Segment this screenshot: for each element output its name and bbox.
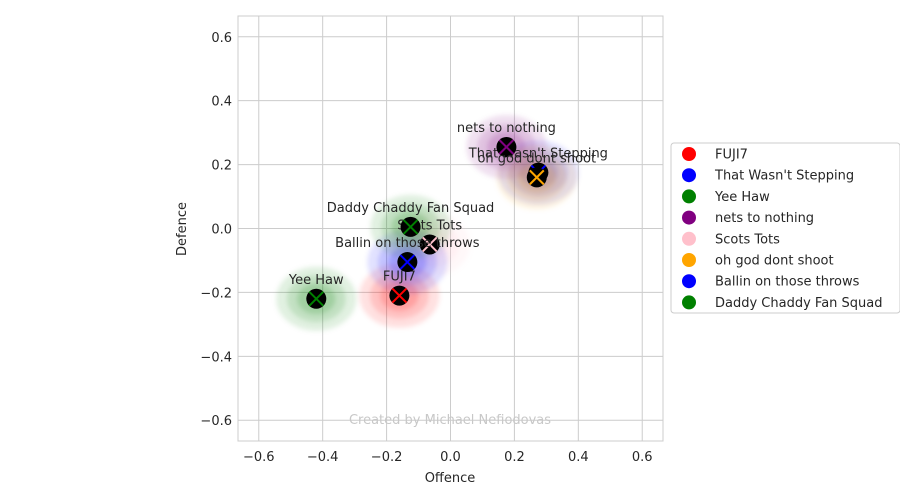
x-tick-label: −0.2 <box>371 450 403 465</box>
ticks: −0.6 −0.4 −0.2 0.0 0.2 0.4 0.6 −0.6 −0.4 −0.2 0.0 0… <box>200 31 652 465</box>
x-axis-label: Offence <box>425 471 476 486</box>
y-tick-label: −0.6 <box>200 414 232 429</box>
legend-entry: oh god dont shoot <box>715 254 834 269</box>
x-tick-label: 0.0 <box>440 450 461 465</box>
legend-marker <box>682 295 696 310</box>
y-tick-label: 0.0 <box>211 223 232 238</box>
y-tick-label: 0.6 <box>211 31 232 46</box>
legend-frame <box>670 142 900 314</box>
legend-entry: Scots Tots <box>715 232 780 247</box>
legend-marker <box>682 274 696 289</box>
legend-entry: Ballin on those throws <box>715 275 860 290</box>
point-cross <box>529 169 545 186</box>
watermark: Created by Michael Nefiodovas <box>349 413 551 428</box>
y-tick-label: 0.2 <box>211 159 232 174</box>
x-tick-label: 0.4 <box>568 450 589 465</box>
legend-entry: Yee Haw <box>714 190 770 205</box>
legend: FUJI7 That Wasn't Stepping Yee Haw nets to … <box>670 142 900 314</box>
x-tick-label: 0.2 <box>504 450 525 465</box>
legend-entry: That Wasn't Stepping <box>714 169 854 184</box>
point-label: nets to nothing <box>457 121 556 136</box>
x-tick-label: −0.6 <box>243 450 275 465</box>
x-tick-label: −0.4 <box>307 450 339 465</box>
point-cross <box>308 291 324 307</box>
x-tick-label: 0.6 <box>632 450 653 465</box>
legend-marker <box>682 189 696 204</box>
point-label: Ballin on those throws <box>335 236 480 251</box>
legend-marker <box>682 210 696 225</box>
y-tick-label: −0.4 <box>200 350 232 365</box>
y-tick-label: 0.4 <box>211 95 232 110</box>
point-cross <box>498 139 515 155</box>
point-label: FUJI7 <box>383 270 416 285</box>
legend-marker <box>682 168 696 183</box>
point-cross <box>402 219 419 235</box>
y-tick-label: −0.2 <box>200 286 232 301</box>
legend-marker <box>682 147 696 161</box>
y-axis-label: Defence <box>175 202 190 256</box>
point-cross <box>399 254 416 270</box>
legend-entry: nets to nothing <box>715 211 814 226</box>
legend-marker <box>682 231 696 246</box>
point-cross <box>422 236 438 253</box>
point-label: Yee Haw <box>288 273 344 288</box>
legend-entry: FUJI7 <box>715 148 748 163</box>
point-cross <box>391 287 408 304</box>
legend-marker <box>682 253 696 267</box>
point-label: Daddy Chaddy Fan Squad <box>327 201 495 216</box>
point-label: oh god dont shoot <box>477 151 596 166</box>
legend-entry: Daddy Chaddy Fan Squad <box>715 296 883 311</box>
